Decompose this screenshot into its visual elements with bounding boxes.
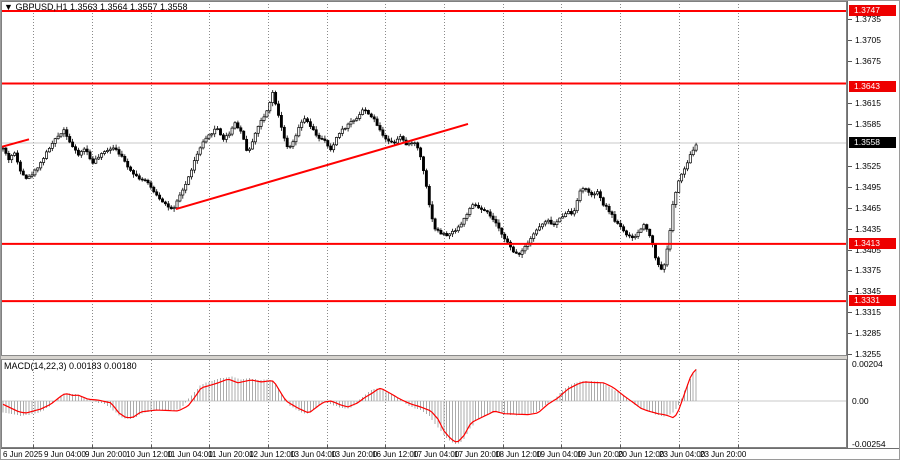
time-axis-label: 17 Jun 04:00 bbox=[413, 450, 460, 459]
time-axis-label: 11 Jun 20:00 bbox=[208, 450, 254, 459]
price-axis-label: 1.3255 bbox=[855, 349, 881, 359]
price-axis-tick bbox=[848, 19, 852, 20]
time-axis-tick bbox=[561, 445, 562, 449]
trend-line[interactable] bbox=[175, 123, 469, 211]
trend-line[interactable] bbox=[1, 138, 30, 148]
price-axis-tick bbox=[848, 229, 852, 230]
price-axis-label: 1.3285 bbox=[855, 328, 881, 338]
time-axis-label: 19 Jun 20:00 bbox=[577, 450, 624, 459]
time-axis-label: 12 Jun 12:00 bbox=[249, 450, 296, 459]
time-axis-tick bbox=[327, 445, 328, 449]
time-axis-tick bbox=[268, 445, 269, 449]
price-axis-label: 1.3435 bbox=[855, 224, 881, 234]
pane-separator[interactable] bbox=[1, 355, 899, 360]
time-axis[interactable]: 6 Jun 2025 9 Jun 04:00 9 Jun 20:00 10 Jun 1… bbox=[1, 445, 899, 459]
candlestick-series[interactable] bbox=[1, 90, 698, 273]
current-price-tag: 1.3558 bbox=[849, 137, 896, 148]
macd-axis-label: 0.00204 bbox=[852, 359, 883, 369]
price-axis-tick bbox=[848, 61, 852, 62]
symbol-marker-icon[interactable]: ▼ bbox=[4, 2, 13, 12]
macd-indicator-label: MACD(14,22,3) 0.00183 0.00180 bbox=[4, 361, 137, 371]
level-price-tag: 1.3747 bbox=[849, 5, 896, 16]
macd-axis-label: -0.00254 bbox=[852, 439, 886, 449]
chart-plot-area[interactable] bbox=[1, 1, 847, 448]
time-axis-tick bbox=[33, 445, 34, 449]
price-axis-label: 1.3525 bbox=[855, 161, 881, 171]
chart-title-text: GBPUSD,H1 1.3563 1.3564 1.3557 1.3558 bbox=[15, 2, 188, 12]
time-axis-label: 18 Jun 12:00 bbox=[495, 450, 542, 459]
time-axis-tick bbox=[738, 445, 739, 449]
macd-histogram bbox=[2, 368, 697, 444]
level-price-tag: 1.3643 bbox=[849, 81, 896, 92]
time-axis-tick bbox=[151, 445, 152, 449]
price-axis-tick bbox=[848, 312, 852, 313]
time-axis-label: 6 Jun 2025 bbox=[3, 450, 43, 459]
chart-title: ▼ GBPUSD,H1 1.3563 1.3564 1.3557 1.3558 bbox=[4, 2, 188, 12]
price-axis-label: 1.3495 bbox=[855, 182, 881, 192]
time-axis-tick bbox=[385, 445, 386, 449]
price-axis-label: 1.3585 bbox=[855, 119, 881, 129]
price-axis-label: 1.3465 bbox=[855, 203, 881, 213]
macd-signal-line bbox=[2, 369, 697, 443]
price-axis-label: 1.3345 bbox=[855, 286, 881, 296]
price-axis-label: 1.3375 bbox=[855, 265, 881, 275]
time-axis-tick bbox=[444, 445, 445, 449]
price-axis-label: 1.3675 bbox=[855, 56, 881, 66]
price-axis[interactable]: 1.3735 1.3705 1.3675 1.3615 1.3585 1.3525 1.34… bbox=[847, 1, 899, 449]
time-axis-tick bbox=[679, 445, 680, 449]
price-axis-tick bbox=[848, 354, 852, 355]
time-axis-label: 9 Jun 04:00 bbox=[44, 450, 86, 459]
price-axis-label: 1.3405 bbox=[855, 245, 881, 255]
price-axis-tick bbox=[848, 124, 852, 125]
price-axis-tick bbox=[848, 40, 852, 41]
level-price-tag: 1.3413 bbox=[849, 238, 896, 249]
time-axis-label: 23 Jun 20:00 bbox=[700, 450, 747, 459]
price-axis-label: 1.3735 bbox=[855, 14, 881, 24]
price-axis-tick bbox=[848, 250, 852, 251]
time-axis-label: 10 Jun 12:00 bbox=[126, 450, 173, 459]
price-axis-label: 1.3315 bbox=[855, 307, 881, 317]
pane-border bbox=[1, 1, 847, 448]
time-axis-label: 19 Jun 04:00 bbox=[536, 450, 583, 459]
price-axis-tick bbox=[848, 291, 852, 292]
macd-axis-label: 0.00 bbox=[852, 396, 869, 406]
level-price-tag: 1.3331 bbox=[849, 295, 896, 306]
price-axis-tick bbox=[848, 270, 852, 271]
time-axis-label: 13 Jun 04:00 bbox=[290, 450, 337, 459]
price-axis-label: 1.3615 bbox=[855, 98, 881, 108]
time-axis-label: 23 Jun 04:00 bbox=[659, 450, 706, 459]
time-axis-label: 20 Jun 12:00 bbox=[618, 450, 665, 459]
time-axis-tick bbox=[209, 445, 210, 449]
price-axis-tick bbox=[848, 103, 852, 104]
price-axis-tick bbox=[848, 208, 852, 209]
time-axis-tick bbox=[620, 445, 621, 449]
price-axis-tick bbox=[848, 166, 852, 167]
price-axis-label: 1.3705 bbox=[855, 35, 881, 45]
time-axis-label: 17 Jun 20:00 bbox=[454, 450, 501, 459]
time-axis-label: 16 Jun 12:00 bbox=[372, 450, 419, 459]
time-axis-tick bbox=[503, 445, 504, 449]
time-axis-label: 13 Jun 20:00 bbox=[331, 450, 378, 459]
time-axis-tick bbox=[92, 445, 93, 449]
time-axis-label: 11 Jun 04:00 bbox=[167, 450, 213, 459]
price-axis-tick bbox=[848, 333, 852, 334]
time-axis-label: 9 Jun 20:00 bbox=[85, 450, 127, 459]
price-axis-tick bbox=[848, 187, 852, 188]
